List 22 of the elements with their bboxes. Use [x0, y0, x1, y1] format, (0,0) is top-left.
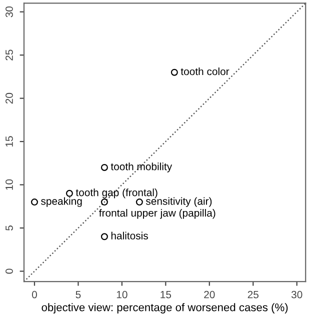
annotation: tooth mobility [110, 162, 172, 172]
annotation: frontal upper jaw (papilla) [99, 209, 216, 219]
x-tick-label: 30 [291, 290, 302, 298]
annotation: tooth gap (frontal) [76, 188, 158, 198]
y-tick-label: 15 [6, 136, 13, 147]
annotation: tooth color [180, 68, 230, 76]
x-tick-label: 15 [160, 291, 172, 298]
x-tick-label: 5 [76, 291, 81, 298]
x-tick-label: 10 [116, 290, 128, 298]
x-tick-label: 20 [204, 290, 215, 298]
annotation: speaking [41, 197, 82, 207]
y-tick-label: 25 [6, 50, 13, 60]
x-axis-title: objective view: percentage of worsened cases (%) [42, 303, 288, 314]
y-tick-label: 0 [6, 268, 13, 274]
y-tick-label: 5 [6, 226, 13, 230]
y-tick-label: 10 [6, 179, 13, 190]
annotation: sensitivity (air) [146, 197, 212, 207]
x-tick-label: 0 [32, 290, 37, 298]
annotation: halitosis [111, 232, 148, 240]
y-tick-label: 20 [6, 92, 13, 104]
x-tick-label: 25 [248, 290, 258, 298]
y-tick-label: 30 [6, 6, 13, 18]
